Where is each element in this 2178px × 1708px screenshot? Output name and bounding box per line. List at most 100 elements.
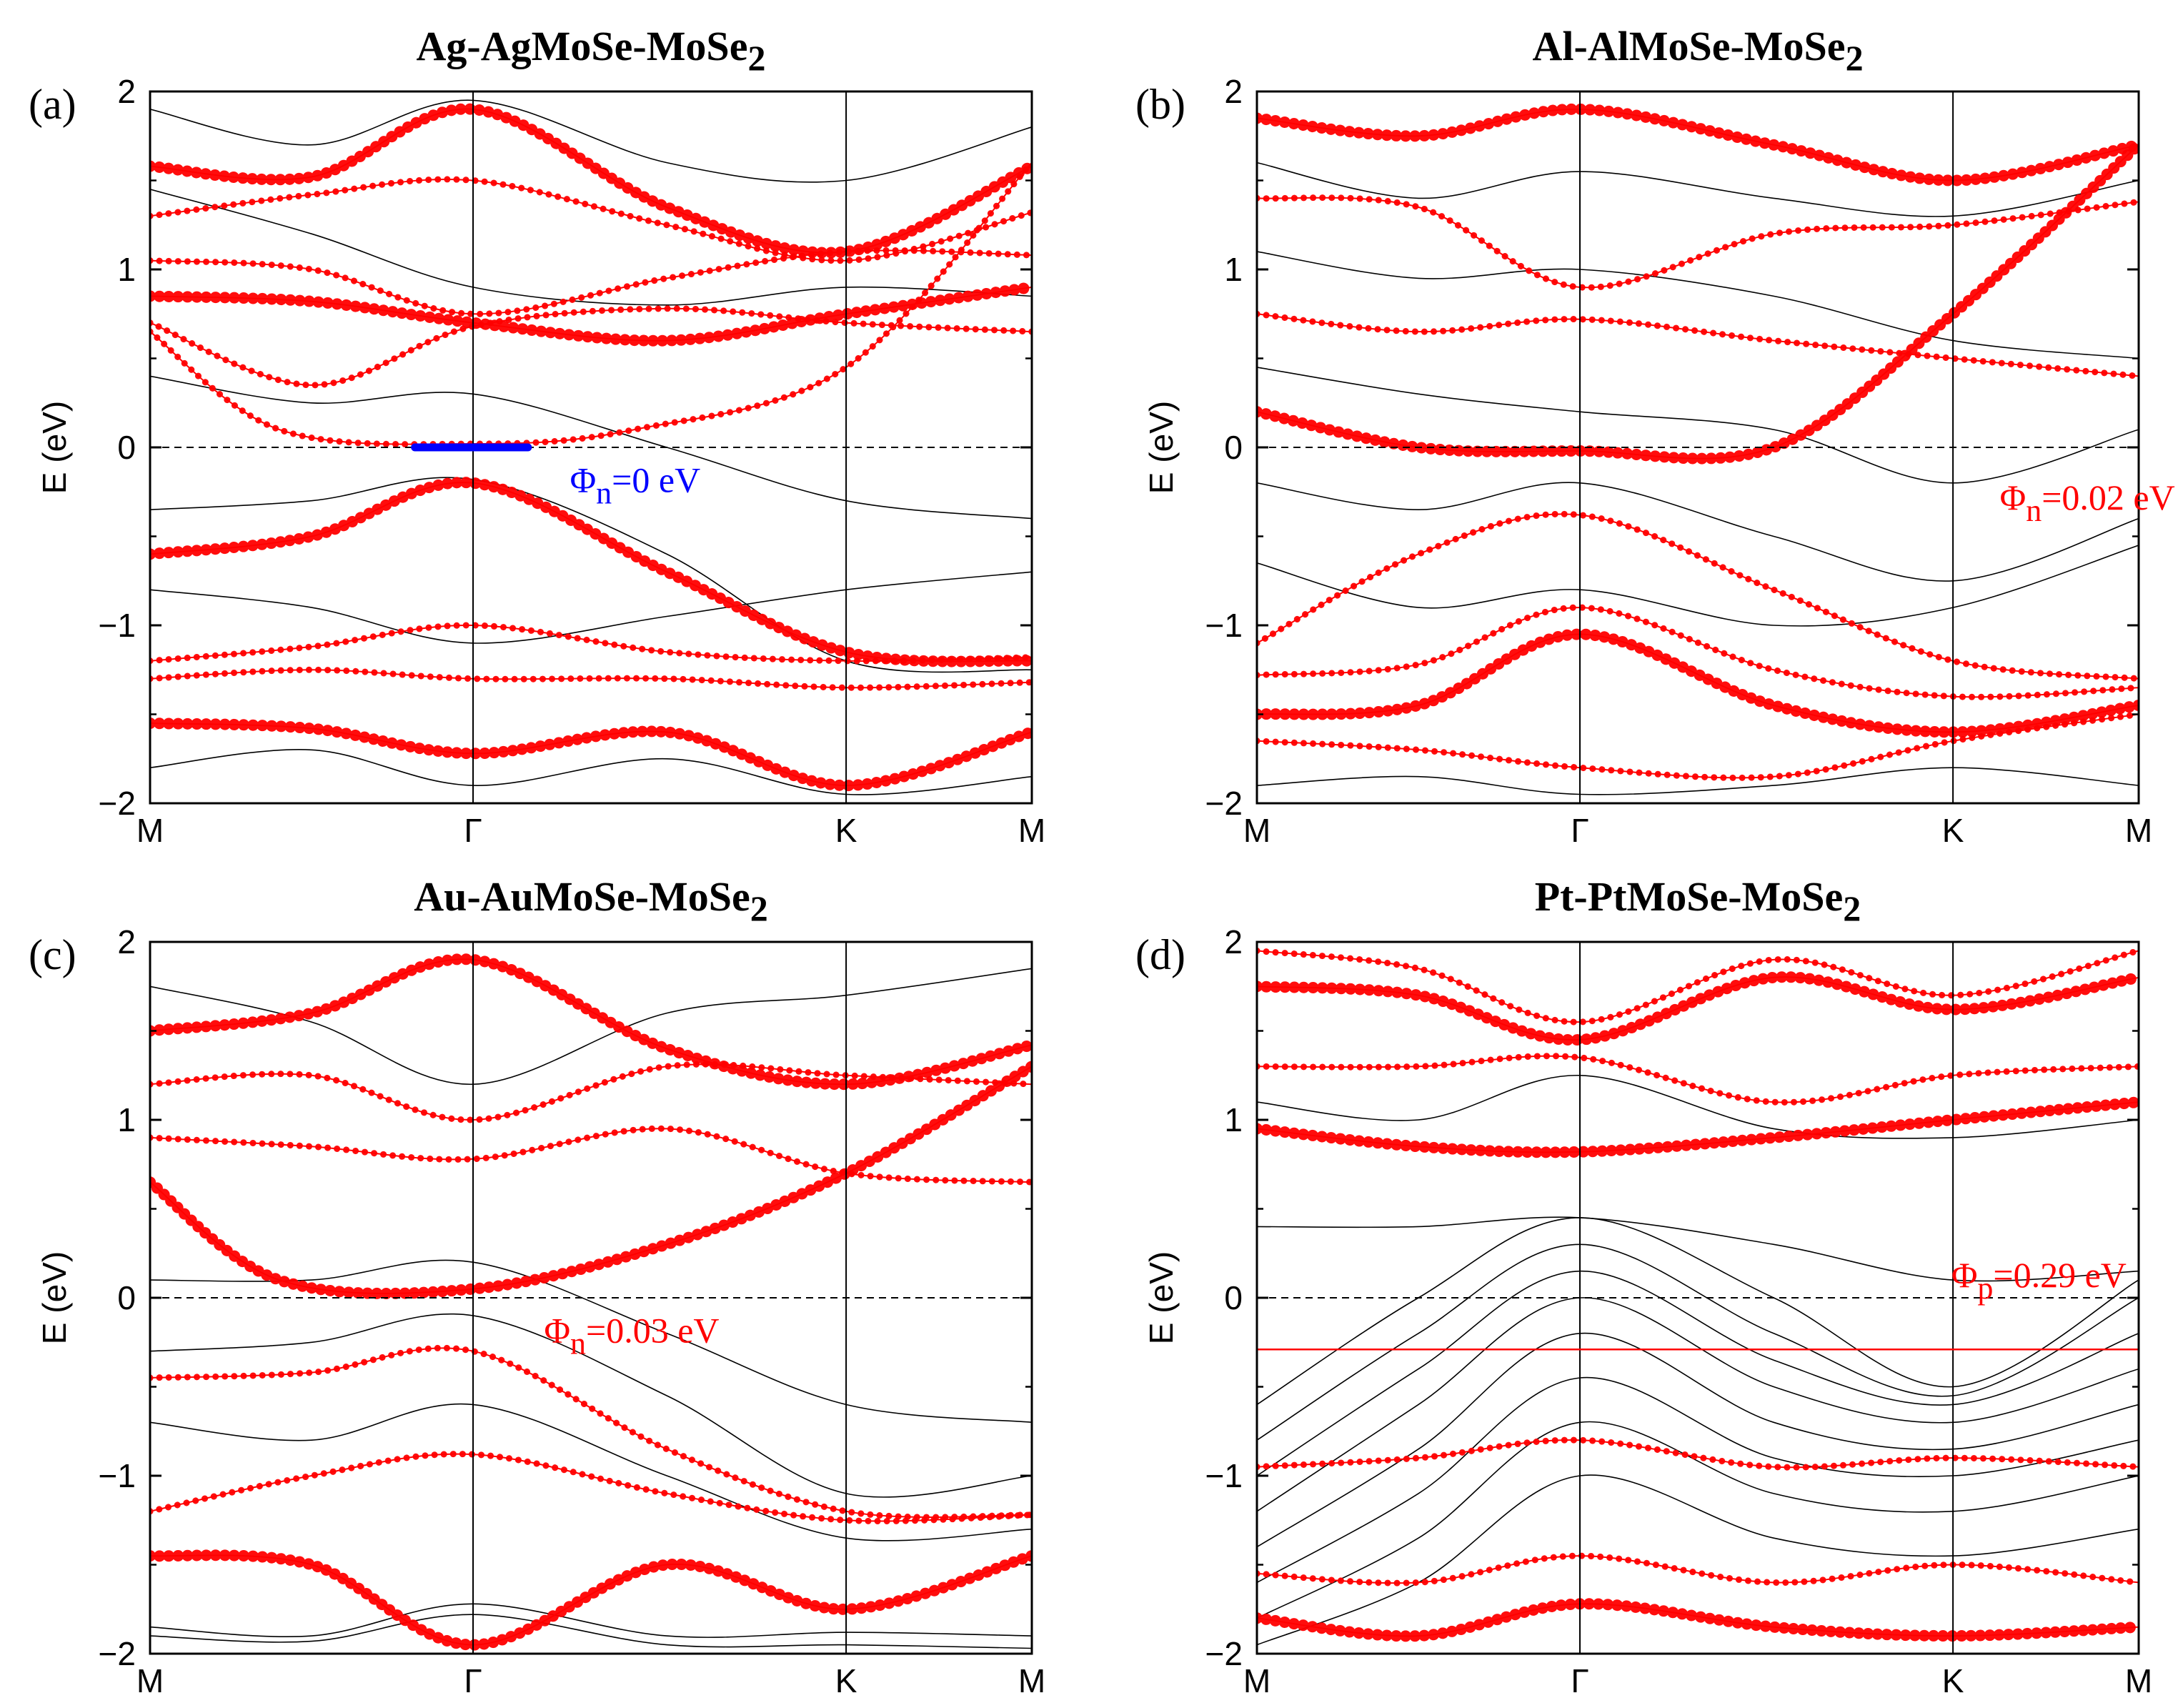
projected-band-weight-red-5 xyxy=(150,305,1032,389)
y-tick-label: 0 xyxy=(1224,429,1243,466)
band-line-black-1 xyxy=(1257,1217,2139,1406)
panel-title-main: Au-AuMoSe-MoSe xyxy=(414,873,750,920)
y-tick-label: −2 xyxy=(99,1635,136,1672)
projected-band-line-red-3 xyxy=(150,1128,1032,1183)
kpath-label: M xyxy=(2125,812,2152,849)
y-tick-label: 2 xyxy=(1224,73,1243,110)
panel-title-subscript: 2 xyxy=(1846,38,1864,78)
projected-band-weight-red-3 xyxy=(150,247,1032,317)
projected-band-line-red-3 xyxy=(1257,1055,2139,1103)
annotation-subscript: p xyxy=(1977,1271,1993,1306)
projected-band-weight-red-2 xyxy=(1257,194,2139,291)
projected-band-line-red-3 xyxy=(1257,313,2139,377)
projected-band-line-red-1 xyxy=(1257,108,2139,182)
band-line-black-10 xyxy=(1257,1074,2139,1139)
annotation-value: =0.29 eV xyxy=(1993,1255,2127,1295)
kpath-label: M xyxy=(1243,812,1270,849)
kpath-label: M xyxy=(136,1662,164,1699)
band-line-black-9 xyxy=(1257,1216,2139,1282)
kpath-label: M xyxy=(1018,812,1045,849)
band-line-black-6 xyxy=(1257,1376,2139,1584)
panel-title-main: Ag-AgMoSe-MoSe xyxy=(417,23,748,69)
band-line-black-2 xyxy=(1257,1243,2139,1441)
projected-band-line-red-7 xyxy=(1257,633,2139,733)
projected-band-weight-red-3 xyxy=(1257,1053,2139,1106)
y-axis-label: E (eV) xyxy=(36,401,73,494)
y-tick-label: 1 xyxy=(117,251,136,288)
barrier-annotation: Φn=0 eV xyxy=(570,460,701,510)
projected-band-weight-red-6 xyxy=(1257,1552,2139,1587)
projected-band-weight-red-4 xyxy=(1257,1096,2139,1158)
kpath-label: M xyxy=(1243,1662,1270,1699)
band-line-black-2 xyxy=(150,477,1032,673)
y-tick-label: 1 xyxy=(117,1101,136,1138)
y-tick-label: −2 xyxy=(99,785,136,822)
annotation-value: =0.02 eV xyxy=(2042,477,2175,517)
projected-band-weight-red-8 xyxy=(1257,711,2139,781)
annotation-symbol: Φ xyxy=(544,1310,570,1350)
band-line-black-3 xyxy=(150,1403,1032,1541)
band-line-black-4 xyxy=(1257,251,2139,359)
kpath-label: M xyxy=(2125,1662,2152,1699)
y-axis-label: E (eV) xyxy=(36,1251,73,1344)
projected-band-weight-red-9 xyxy=(150,666,1032,691)
y-axis-label: E (eV) xyxy=(1143,401,1180,494)
projected-band-line-red-6 xyxy=(150,1453,1032,1522)
barrier-annotation: Φp=0.29 eV xyxy=(1951,1255,2127,1306)
annotation-subscript: n xyxy=(570,1326,586,1361)
kpath-label: Γ xyxy=(464,1662,482,1699)
panel-title: Al-AlMoSe-MoSe2 xyxy=(1532,23,1863,78)
projected-band-weight-red-1 xyxy=(1257,971,2139,1046)
projected-band-weight-red-5 xyxy=(1257,1436,2139,1471)
panel-label: (a) xyxy=(29,81,76,128)
y-tick-label: 2 xyxy=(1224,923,1243,960)
kpath-label: Γ xyxy=(1571,812,1588,849)
panel-title: Ag-AgMoSe-MoSe2 xyxy=(417,23,766,78)
projected-band-weight-red-7 xyxy=(1257,1598,2139,1642)
panel-title-subscript: 2 xyxy=(750,888,768,928)
band-line-black-6 xyxy=(150,749,1032,795)
band-line-black-5 xyxy=(1257,1332,2139,1548)
projected-band-line-red-6 xyxy=(1257,607,2139,698)
panel-title-subscript: 2 xyxy=(1843,888,1861,928)
projected-band-weight-red-4 xyxy=(150,281,1032,347)
projected-band-weight-red-7 xyxy=(150,1549,1032,1651)
projected-band-weight-red-6 xyxy=(1257,604,2139,700)
panel-title: Pt-PtMoSe-MoSe2 xyxy=(1535,873,1861,928)
band-line-black-1 xyxy=(1257,367,2139,484)
projected-band-weight-red-4 xyxy=(150,1061,1032,1299)
band-line-black-2 xyxy=(150,1313,1032,1498)
y-tick-label: −2 xyxy=(1205,1635,1243,1672)
kpath-label: K xyxy=(1942,1662,1964,1699)
kpath-label: K xyxy=(835,812,857,849)
y-tick-label: −1 xyxy=(1205,1457,1243,1494)
annotation-symbol: Φ xyxy=(2000,477,2027,517)
annotation-subscript: n xyxy=(596,475,612,510)
panel-title-main: Al-AlMoSe-MoSe xyxy=(1532,23,1845,69)
projected-band-line-red-6 xyxy=(150,162,1032,445)
projected-band-weight-red-7 xyxy=(1257,628,2139,738)
kpath-label: M xyxy=(136,812,164,849)
projected-band-weight-red-5 xyxy=(1257,510,2139,682)
projected-band-weight-red-6 xyxy=(150,1451,1032,1525)
projected-band-weight-red-7 xyxy=(150,477,1032,667)
y-tick-label: −1 xyxy=(1205,607,1243,644)
projected-band-weight-red-2 xyxy=(150,1061,1032,1123)
projected-band-line-red-2 xyxy=(150,178,1032,262)
band-line-black-5 xyxy=(150,1614,1032,1649)
band-line-black-8 xyxy=(1257,1474,2139,1646)
projected-band-weight-red-4 xyxy=(1257,139,2139,465)
barrier-annotation: Φn=0.02 eV xyxy=(2000,477,2175,528)
band-line-black-4 xyxy=(1257,1297,2139,1512)
projected-band-line-red-4 xyxy=(1257,144,2139,460)
y-tick-label: −1 xyxy=(99,1457,136,1494)
panel-title-main: Pt-PtMoSe-MoSe xyxy=(1535,873,1844,920)
panel-label: (d) xyxy=(1135,931,1185,978)
projected-band-line-red-7 xyxy=(150,482,1032,662)
projected-band-line-red-5 xyxy=(1257,513,2139,680)
band-line-black-3 xyxy=(150,99,1032,183)
annotation-value: =0.03 eV xyxy=(586,1310,720,1350)
